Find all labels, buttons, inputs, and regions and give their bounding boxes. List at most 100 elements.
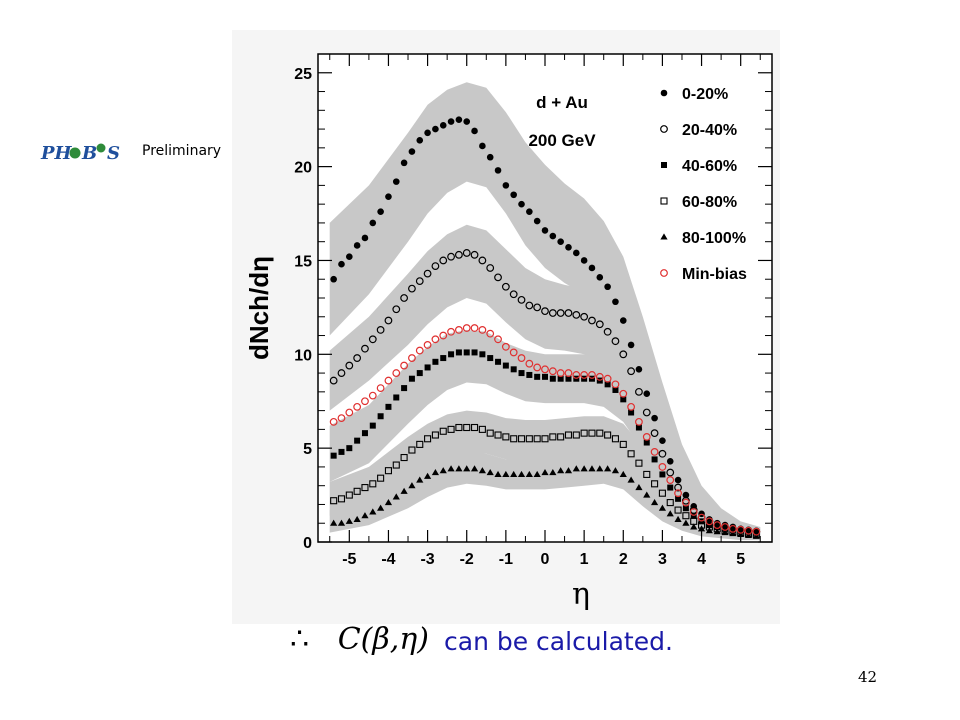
data-point: [462, 324, 471, 332]
data-point: [525, 359, 534, 368]
data-point: [431, 335, 440, 344]
data-point: [753, 529, 760, 536]
data-point: [525, 301, 534, 310]
data-point: [510, 366, 517, 373]
data-point: [377, 208, 384, 215]
data-point: [681, 498, 690, 507]
data-point: [658, 489, 666, 497]
data-point: [463, 118, 471, 125]
data-point: [439, 467, 447, 474]
data-point: [627, 367, 636, 376]
data-point: [392, 493, 400, 500]
data-point: [392, 461, 400, 469]
preliminary-label: Preliminary: [142, 143, 222, 159]
data-point: [557, 467, 565, 474]
data-point: [541, 435, 549, 443]
data-point: [533, 470, 541, 477]
data-point: [651, 480, 659, 488]
data-point: [408, 446, 416, 454]
data-point: [353, 402, 362, 411]
data-point: [619, 470, 627, 477]
data-point: [666, 499, 674, 507]
data-point: [526, 371, 533, 378]
data-point: [478, 467, 486, 474]
data-point: [564, 369, 573, 377]
data-point: [548, 367, 557, 376]
data-point: [744, 526, 753, 535]
data-point: [682, 491, 690, 499]
x-tick-label: 1: [580, 551, 589, 568]
data-point: [650, 448, 659, 456]
data-point: [580, 257, 588, 264]
data-point: [337, 495, 346, 503]
x-tick-label: 0: [541, 551, 550, 568]
data-point: [361, 430, 368, 437]
data-point: [455, 465, 463, 472]
y-tick-label: 5: [303, 441, 312, 458]
page-number: 42: [858, 668, 878, 686]
data-point: [369, 508, 377, 515]
data-point: [329, 376, 338, 385]
data-point: [400, 487, 408, 494]
data-point: [487, 355, 494, 362]
data-point: [697, 513, 706, 522]
data-point: [486, 329, 495, 338]
data-point: [416, 370, 423, 377]
x-tick-label: -4: [381, 551, 395, 568]
data-point: [345, 408, 354, 417]
data-point: [533, 435, 541, 443]
data-point: [580, 371, 589, 379]
legend-marker: [660, 233, 668, 240]
data-point: [635, 459, 643, 467]
data-point: [502, 182, 510, 189]
data-point: [744, 531, 753, 538]
data-point: [619, 389, 628, 398]
data-point: [658, 504, 667, 511]
data-point: [447, 327, 455, 336]
data-point: [416, 476, 424, 483]
data-point: [549, 232, 557, 240]
data-point: [470, 324, 479, 332]
eta-distribution-chart: -5 -4 -3 -2 -1 0 1 2 3 4 5 0 5 10 15 20 25 η dNch/dη d + Au…: [244, 53, 773, 612]
data-point: [510, 470, 518, 477]
data-point: [627, 476, 635, 483]
data-point: [354, 437, 361, 444]
data-point: [368, 335, 377, 344]
data-point: [659, 471, 666, 478]
data-point: [705, 517, 714, 526]
data-point: [494, 273, 502, 282]
y-tick-label: 0: [303, 535, 312, 552]
data-point: [627, 450, 635, 458]
data-point: [658, 463, 667, 471]
data-point: [377, 504, 385, 511]
data-point: [721, 523, 729, 531]
data-point: [337, 414, 346, 423]
data-point: [658, 449, 667, 458]
data-point: [635, 366, 643, 373]
x-tick-label: -1: [499, 551, 513, 568]
data-point: [486, 429, 494, 437]
data-point: [533, 217, 541, 225]
data-point: [666, 510, 674, 517]
data-point: [393, 394, 400, 401]
data-point: [611, 337, 620, 346]
data-point: [642, 408, 651, 417]
data-point: [353, 354, 362, 362]
data-point: [346, 445, 353, 452]
data-point: [353, 242, 361, 249]
data-point: [619, 440, 627, 448]
figure-panel: -5 -4 -3 -2 -1 0 1 2 3 4 5 0 5 10 15 20 25 η dNch/dη d + Au…: [232, 30, 780, 624]
data-point: [651, 456, 658, 463]
data-point: [400, 361, 409, 370]
data-point: [408, 375, 415, 382]
data-point: [627, 402, 636, 411]
data-point: [431, 262, 440, 270]
svg-text:B: B: [81, 143, 97, 164]
data-point: [580, 429, 588, 437]
data-point: [509, 290, 518, 299]
data-point: [728, 524, 737, 533]
data-point: [682, 512, 690, 520]
data-point: [603, 374, 612, 383]
legend-label: 80-100%: [682, 230, 746, 247]
data-point: [416, 137, 424, 144]
